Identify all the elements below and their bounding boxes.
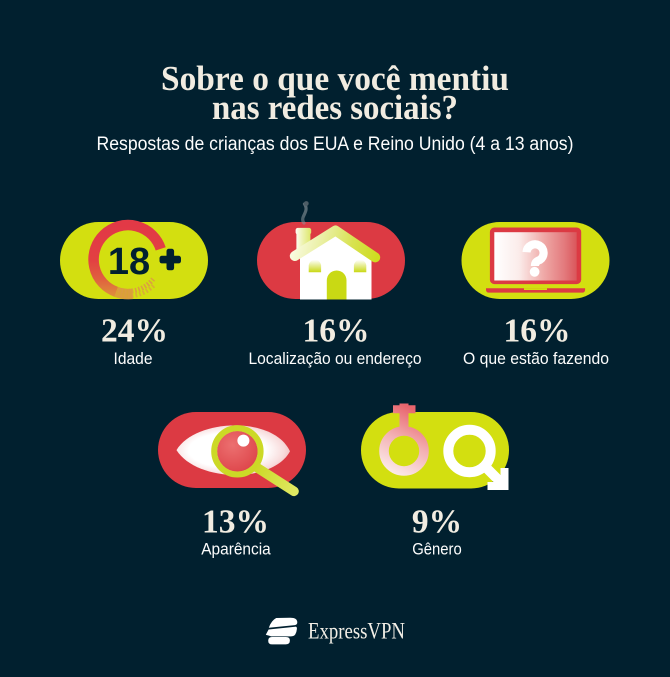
svg-text:nas redes sociais?: nas redes sociais? — [212, 88, 458, 127]
svg-text:24%: 24% — [101, 313, 168, 350]
svg-text:18: 18 — [108, 241, 150, 283]
svg-text:9%: 9% — [412, 503, 462, 540]
svg-text:13%: 13% — [202, 503, 269, 540]
svg-text:Respostas de crianças dos EUA: Respostas de crianças dos EUA e Reino Un… — [97, 134, 574, 155]
svg-text:Localização ou endereço: Localização ou endereço — [249, 350, 422, 368]
svg-text:ExpressVPN: ExpressVPN — [308, 619, 405, 644]
svg-text:16%: 16% — [303, 313, 370, 350]
svg-text:Gênero: Gênero — [412, 540, 462, 558]
svg-text:16%: 16% — [504, 313, 571, 350]
svg-text:O que estão fazendo: O que estão fazendo — [463, 350, 609, 368]
svg-text:Idade: Idade — [114, 350, 153, 368]
svg-text:Sobre o que você mentiu: Sobre o que você mentiu — [161, 59, 509, 98]
svg-text:Aparência: Aparência — [201, 540, 271, 558]
